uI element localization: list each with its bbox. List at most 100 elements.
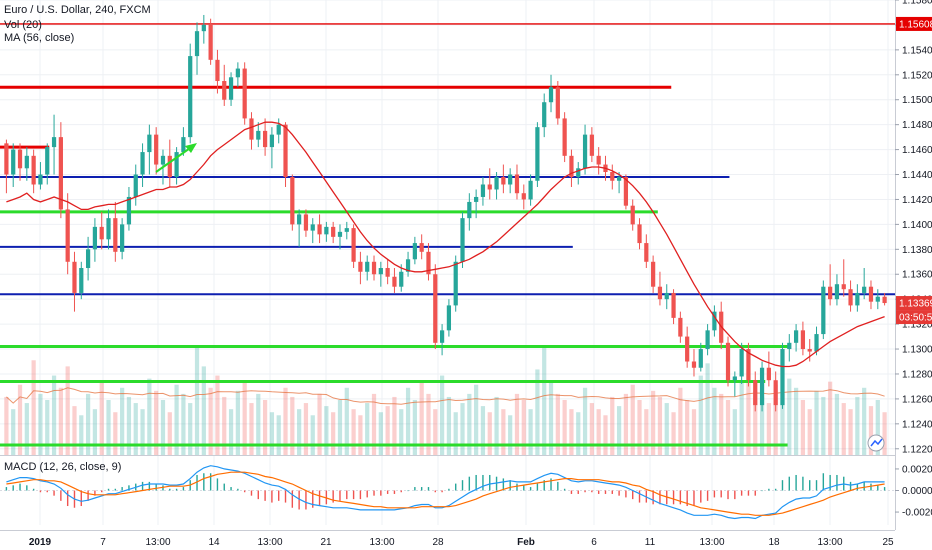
candle-body <box>691 361 697 368</box>
price-tick-label: 1.14000 <box>902 220 932 231</box>
macd-histogram-bar <box>169 488 171 491</box>
candle-body <box>262 130 268 148</box>
time-tick-label: 2019 <box>29 537 52 548</box>
tradingview-logo-icon[interactable] <box>867 434 885 452</box>
candle-body <box>453 261 458 306</box>
price-tag-label: 03:50:56 <box>899 313 932 324</box>
time-tick-label: 13:00 <box>145 537 170 548</box>
volume-bar <box>378 412 383 455</box>
price-tag-label: 1.13369 <box>899 299 932 310</box>
macd-histogram-bar <box>264 490 266 501</box>
macd-histogram-bar <box>305 490 307 510</box>
macd-histogram-bar <box>243 490 246 493</box>
macd-line <box>6 465 885 520</box>
candle-body <box>222 81 227 100</box>
volume-bar <box>331 412 336 455</box>
candle-body <box>269 134 275 148</box>
macd-histogram-bar <box>727 490 729 500</box>
volume-bar <box>868 406 874 455</box>
ma-line <box>6 121 885 368</box>
macd-histogram-bar <box>80 490 82 507</box>
volume-bar <box>11 409 16 455</box>
candle-body <box>371 261 377 275</box>
candle-body <box>399 271 404 287</box>
macd-histogram-bar <box>686 490 688 507</box>
time-tick-label: 25 <box>882 537 894 548</box>
volume-bar <box>412 400 417 455</box>
macd-histogram-bar <box>693 490 695 507</box>
candle-body <box>126 196 132 225</box>
macd-histogram-bar <box>597 490 600 494</box>
macd-histogram-bar <box>482 474 484 491</box>
volume-bar <box>705 363 710 455</box>
macd-histogram-bar <box>332 490 334 503</box>
volume-bar <box>828 381 833 455</box>
volume-bar <box>480 406 486 455</box>
macd-histogram-bar <box>563 488 566 491</box>
candle-body <box>358 261 363 272</box>
candle-body <box>65 209 70 262</box>
volume-bar <box>732 409 737 455</box>
volume-bar <box>426 393 431 455</box>
candle-body <box>392 276 397 287</box>
volume-bar <box>365 403 370 455</box>
macd-histogram-bar <box>434 490 436 493</box>
symbol-legend[interactable]: Euro / U.S. Dollar, 240, FXCM <box>4 4 151 16</box>
volume-bar <box>419 381 424 455</box>
volume-bar <box>92 409 98 455</box>
volume-bar <box>589 403 594 455</box>
volume-legend[interactable]: Vol (20) <box>4 19 42 31</box>
candle-body <box>882 296 887 304</box>
macd-histogram-bar <box>101 490 103 493</box>
volume-bar <box>651 390 656 455</box>
macd-histogram-bar <box>523 485 525 491</box>
macd-histogram-bar <box>836 474 838 491</box>
macd-histogram-bar <box>237 488 239 491</box>
macd-histogram-bar <box>809 480 811 491</box>
volume-bar <box>487 412 492 455</box>
macd-histogram-bar <box>107 488 110 491</box>
volume-bar <box>508 415 513 455</box>
candle-body <box>188 56 193 138</box>
candle-body <box>167 155 172 178</box>
volume-bar <box>269 412 275 455</box>
volume-bar <box>630 384 635 455</box>
volume-bar <box>821 396 826 455</box>
candle-body <box>862 286 867 293</box>
candle-body <box>249 118 254 140</box>
macd-histogram-bar <box>802 476 804 491</box>
macd-histogram-bar <box>291 490 294 508</box>
macd-histogram-bar <box>577 490 579 494</box>
candle-body <box>426 251 431 275</box>
volume-bar <box>45 400 50 455</box>
macd-histogram-bar <box>216 478 219 491</box>
volume-bar <box>582 387 588 455</box>
candle-body <box>548 87 554 103</box>
ma-legend[interactable]: MA (56, close) <box>4 32 75 44</box>
macd-histogram-bar <box>632 490 634 500</box>
volume-bar <box>623 393 629 455</box>
candle-body <box>555 87 560 119</box>
time-tick-label: 6 <box>591 537 597 548</box>
green-arrow[interactable] <box>155 143 197 173</box>
candle-body <box>228 77 234 100</box>
macd-tick-label: 0.0020 <box>902 464 932 475</box>
price-tags: 1.15608 1.13369 03:50:56 <box>896 16 932 325</box>
candle-body <box>685 336 690 362</box>
candle-body <box>569 155 574 178</box>
candle-body <box>106 218 111 240</box>
volume-bar <box>793 387 799 455</box>
volume-bar <box>324 406 329 455</box>
macd-histogram-bar <box>638 490 641 503</box>
macd-legend[interactable]: MACD (12, 26, close, 9) <box>4 461 122 473</box>
volume-bar <box>766 403 771 455</box>
candle-body <box>787 342 792 350</box>
time-axis[interactable]: 2019 7 13:00 14 13:00 21 13:00 28 Feb 6 11 13:00 18 1… <box>0 530 895 549</box>
price-axis[interactable]: 1.158001.156001.154001.152001.150001.148… <box>895 0 932 530</box>
volume-bar <box>358 415 363 455</box>
volume-bar <box>453 412 458 455</box>
volume-bar <box>719 393 724 455</box>
volume-bar <box>555 393 560 455</box>
macd-histogram-bar <box>870 483 872 491</box>
